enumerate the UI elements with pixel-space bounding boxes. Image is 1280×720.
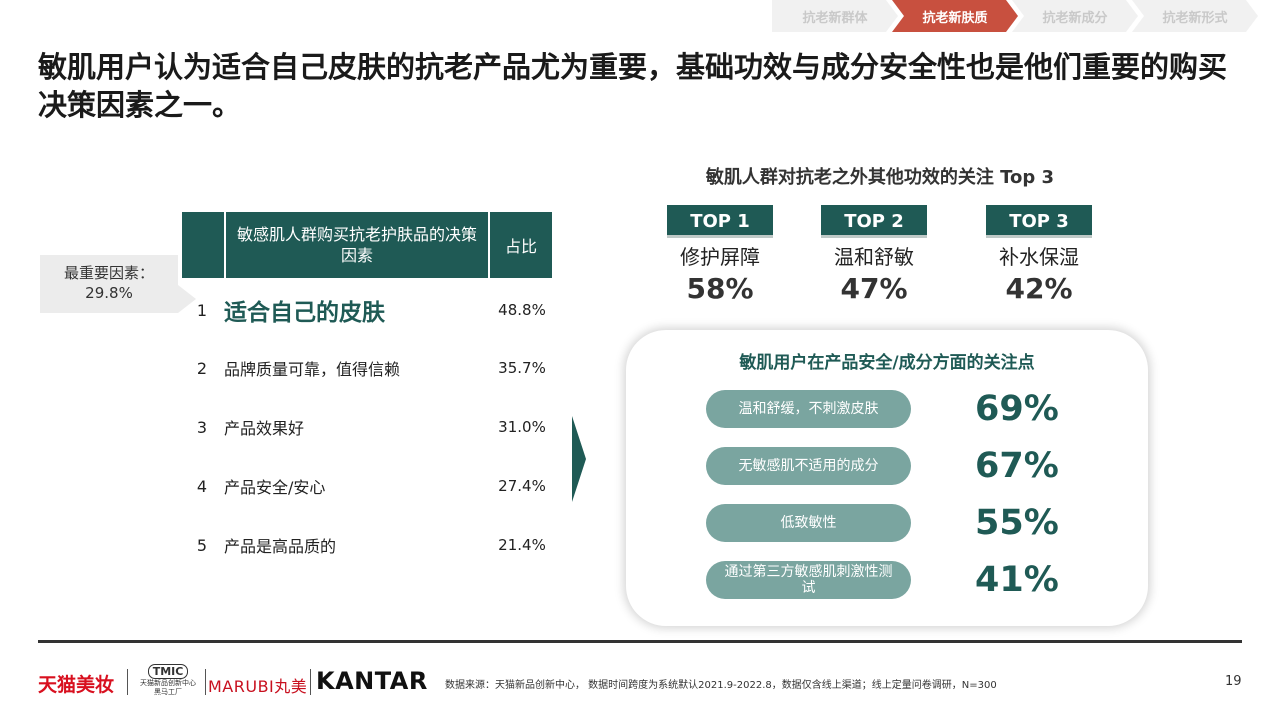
safety-item: 低致敏性 55% bbox=[706, 502, 1086, 544]
row-rank: 5 bbox=[196, 535, 208, 555]
top3-name: 温和舒敏 bbox=[834, 245, 914, 269]
safety-item: 温和舒缓，不刺激皮肤 69% bbox=[706, 388, 1086, 430]
safety-pill: 无敏感肌不适用的成分 bbox=[706, 447, 911, 485]
table-row: 2 品牌质量可靠，值得信赖 35.7% bbox=[182, 348, 552, 388]
top3-card: TOP 3 补水保湿 42% bbox=[979, 205, 1099, 305]
nav-step-label: 抗老新群体 bbox=[802, 10, 868, 26]
safety-value: 41% bbox=[975, 560, 1059, 600]
kantar-logo: KANTAR bbox=[316, 667, 428, 695]
row-pct: 27.4% bbox=[498, 477, 546, 495]
tmic-badge: TMIC bbox=[147, 664, 189, 679]
safety-pill: 通过第三方敏感肌刺激性测试 bbox=[706, 561, 911, 599]
safety-panel: 敏肌用户在产品安全/成分方面的关注点 温和舒缓，不刺激皮肤 69% 无敏感肌不适… bbox=[626, 330, 1148, 626]
safety-item: 通过第三方敏感肌刺激性测试 41% bbox=[706, 559, 1086, 601]
row-label: 适合自己的皮肤 bbox=[224, 300, 385, 326]
callout-value: 29.8% bbox=[85, 284, 133, 302]
tmic-logo: TMIC 天猫新品创新中心 黑马工厂 bbox=[132, 660, 204, 697]
marubi-logo: MARUBI丸美 bbox=[208, 677, 308, 696]
header-factor: 敏感肌人群购买抗老护肤品的决策因素 bbox=[226, 212, 488, 278]
top-factor-callout: 最重要因素： 29.8% bbox=[40, 255, 196, 313]
chevron-right-icon bbox=[572, 416, 586, 502]
table-row: 4 产品安全/安心 27.4% bbox=[182, 466, 552, 506]
nav-step-new-form[interactable]: 抗老新形式 bbox=[1132, 0, 1258, 32]
table-header: 敏感肌人群购买抗老护肤品的决策因素 占比 bbox=[182, 212, 552, 278]
top3-name: 补水保湿 bbox=[999, 245, 1079, 269]
header-share: 占比 bbox=[490, 212, 552, 278]
page-number: 19 bbox=[1225, 674, 1242, 689]
safety-value: 55% bbox=[975, 503, 1059, 543]
footer-divider bbox=[38, 640, 1242, 643]
section-nav: 抗老新群体 抗老新肤质 抗老新成分 抗老新形式 bbox=[772, 0, 1258, 32]
nav-step-label: 抗老新形式 bbox=[1162, 10, 1228, 26]
tmic-sub2: 黑马工厂 bbox=[154, 688, 182, 696]
top3-value: 42% bbox=[1005, 272, 1073, 305]
row-rank: 2 bbox=[196, 358, 208, 378]
header-rank-cell bbox=[182, 212, 224, 278]
row-rank: 3 bbox=[196, 417, 208, 437]
top3-card: TOP 1 修护屏障 58% bbox=[660, 205, 780, 305]
row-pct: 31.0% bbox=[498, 418, 546, 436]
nav-step-new-group[interactable]: 抗老新群体 bbox=[772, 0, 898, 32]
table-row: 1 适合自己的皮肤 48.8% bbox=[182, 290, 552, 330]
top3-value: 47% bbox=[840, 272, 908, 305]
row-pct: 48.8% bbox=[498, 301, 546, 319]
row-pct: 35.7% bbox=[498, 359, 546, 377]
nav-step-label: 抗老新成分 bbox=[1042, 10, 1108, 26]
top3-name: 修护屏障 bbox=[680, 245, 760, 269]
row-label: 品牌质量可靠，值得信赖 bbox=[224, 360, 401, 379]
row-label: 产品效果好 bbox=[224, 419, 305, 438]
tmic-sub1: 天猫新品创新中心 bbox=[140, 679, 196, 687]
top3-badge: TOP 2 bbox=[821, 205, 927, 238]
safety-value: 67% bbox=[975, 446, 1059, 486]
safety-pill: 温和舒缓，不刺激皮肤 bbox=[706, 390, 911, 428]
safety-value: 69% bbox=[975, 389, 1059, 429]
data-source-note: 数据来源：天猫新品创新中心， 数据时间跨度为系统默认2021.9-2022.8，… bbox=[445, 680, 997, 691]
page-title: 敏肌用户认为适合自己皮肤的抗老产品尤为重要，基础功效与成分安全性也是他们重要的购… bbox=[38, 50, 1228, 122]
safety-item: 无敏感肌不适用的成分 67% bbox=[706, 445, 1086, 487]
top3-card: TOP 2 温和舒敏 47% bbox=[814, 205, 934, 305]
callout-label: 最重要因素： bbox=[63, 264, 154, 282]
row-pct: 21.4% bbox=[498, 536, 546, 554]
row-rank: 4 bbox=[196, 476, 208, 496]
logo-separator bbox=[127, 669, 128, 695]
row-label: 产品是高品质的 bbox=[224, 537, 337, 556]
nav-step-new-ingredient[interactable]: 抗老新成分 bbox=[1012, 0, 1138, 32]
tmall-beauty-logo: 天猫美妆 bbox=[38, 674, 115, 696]
table-row: 5 产品是高品质的 21.4% bbox=[182, 525, 552, 565]
top3-title: 敏肌人群对抗老之外其他功效的关注 Top 3 bbox=[705, 167, 1055, 188]
row-label: 产品安全/安心 bbox=[224, 478, 326, 497]
safety-pill: 低致敏性 bbox=[706, 504, 911, 542]
safety-panel-title: 敏肌用户在产品安全/成分方面的关注点 bbox=[739, 353, 1035, 373]
logo-separator bbox=[205, 669, 206, 695]
logo-separator bbox=[310, 669, 311, 695]
row-rank: 1 bbox=[196, 300, 208, 320]
top3-badge: TOP 3 bbox=[986, 205, 1092, 238]
top3-value: 58% bbox=[686, 272, 754, 305]
table-row: 3 产品效果好 31.0% bbox=[182, 407, 552, 447]
nav-step-label: 抗老新肤质 bbox=[922, 10, 988, 26]
top3-badge: TOP 1 bbox=[667, 205, 773, 238]
nav-step-new-skin[interactable]: 抗老新肤质 bbox=[892, 0, 1018, 32]
